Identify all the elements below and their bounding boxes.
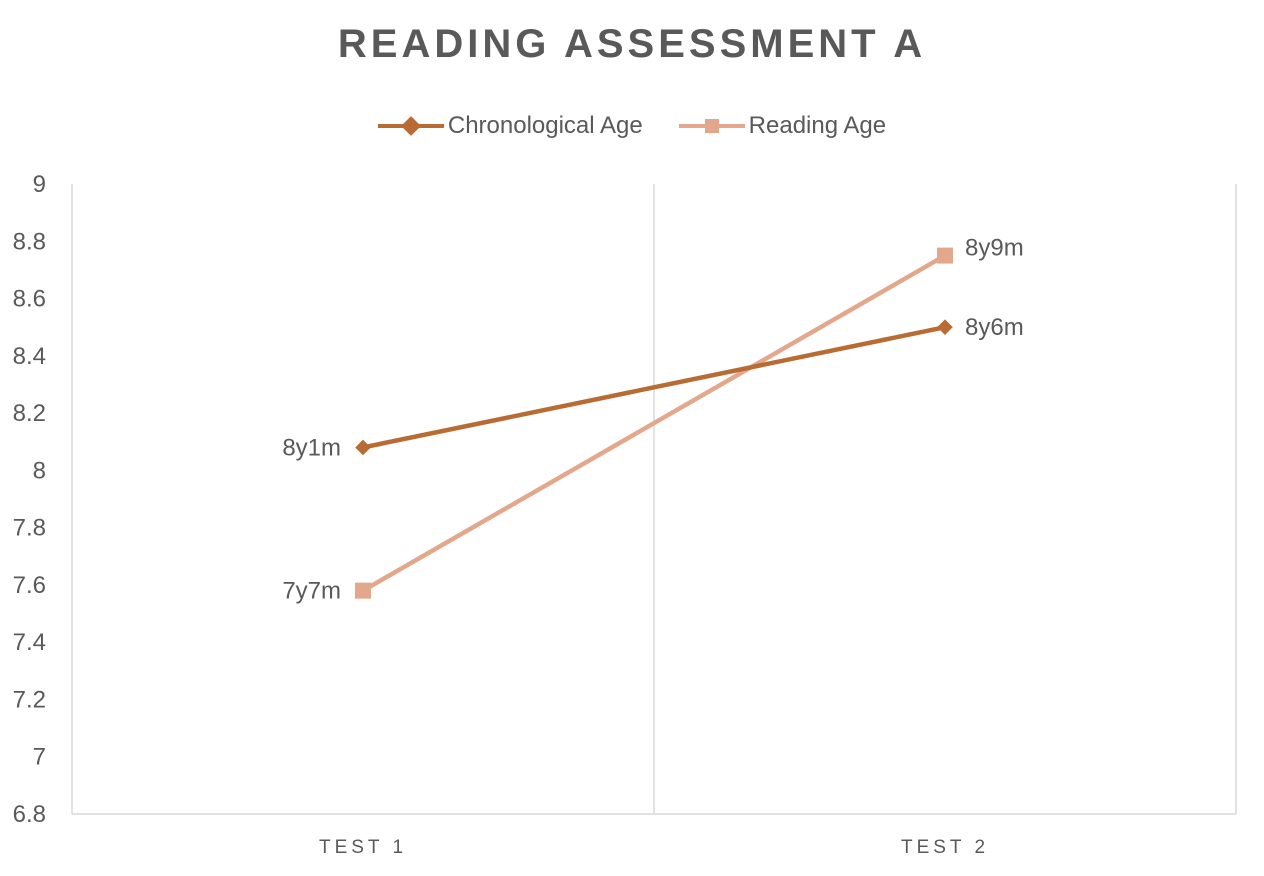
data-label-reading-age: 8y9m	[965, 235, 1024, 262]
legend-swatch-chronological-age	[377, 116, 444, 136]
x-tick-label: TEST 2	[901, 837, 989, 858]
x-tick-label: TEST 1	[319, 837, 407, 858]
legend-swatch-reading-age	[678, 119, 745, 133]
data-point-chronological-age	[355, 439, 371, 456]
y-tick-label: 8.2	[13, 400, 46, 427]
data-point-reading-age	[355, 582, 371, 599]
data-point-reading-age	[937, 247, 953, 264]
y-tick-label: 6.8	[13, 801, 46, 828]
data-point-chronological-age	[937, 319, 953, 335]
series-line-chronological-age	[362, 324, 946, 450]
y-tick-label: 8.4	[13, 343, 46, 370]
data-label-reading-age: 7y7m	[282, 578, 341, 605]
series-line-reading-age	[361, 253, 947, 593]
data-label-chronological-age: 8y6m	[965, 314, 1024, 341]
legend: Chronological Age Reading Age	[0, 108, 1264, 144]
y-tick-label: 8.6	[13, 286, 46, 313]
legend-label-reading-age: Reading Age	[748, 112, 887, 139]
y-tick-label: 7	[33, 744, 46, 771]
chart-title: READING ASSESSMENT A	[337, 22, 927, 66]
legend-label-chronological-age: Chronological Age	[447, 112, 643, 139]
y-tick-label: 7.2	[13, 686, 46, 713]
data-label-chronological-age: 8y1m	[282, 434, 341, 461]
y-tick-label: 7.4	[13, 629, 46, 656]
legend-item-chronological-age: Chronological Age	[377, 112, 643, 140]
y-tick-label: 8	[33, 457, 46, 484]
y-tick-label: 8.8	[13, 228, 46, 255]
legend-item-reading-age: Reading Age	[678, 112, 887, 140]
y-tick-label: 9	[33, 171, 46, 198]
y-tick-label: 7.8	[13, 515, 46, 542]
y-tick-label: 7.6	[13, 572, 46, 599]
